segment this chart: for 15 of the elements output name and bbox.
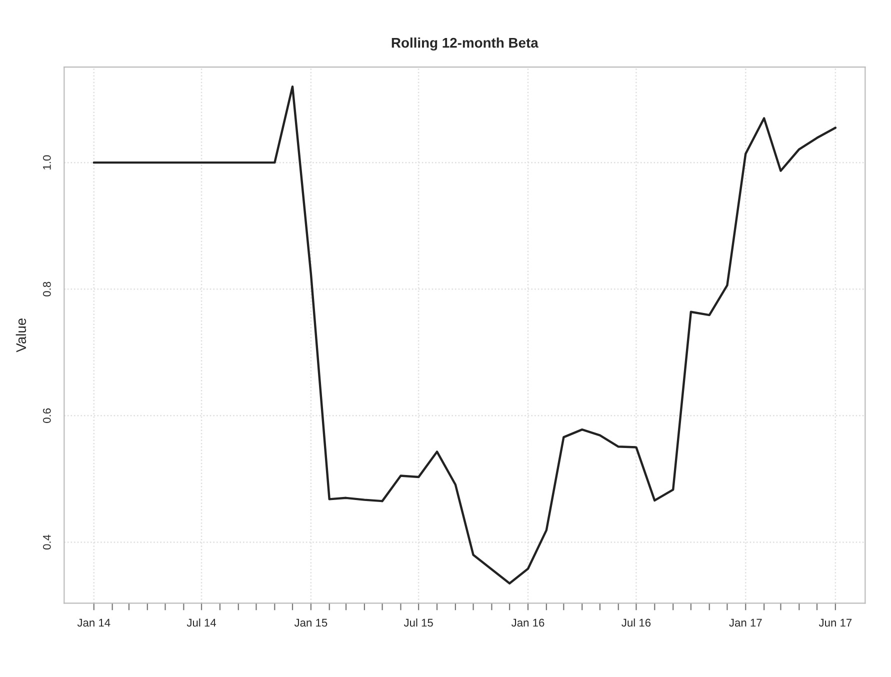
y-tick-label: 1.0 [42, 155, 51, 170]
line-series [92, 86, 837, 584]
x-tick-label: Jan 15 [294, 618, 328, 627]
y-tick-label: 0.4 [42, 534, 51, 550]
x-tick-label: Jan 16 [511, 618, 544, 627]
y-axis-title: Value [16, 318, 26, 352]
x-tick-label: Jul 15 [404, 618, 433, 627]
x-tick-label: Jun 17 [818, 618, 852, 627]
chart-title: Rolling 12-month Beta [392, 38, 538, 51]
x-tick-label: Jan 17 [729, 618, 762, 627]
x-tick-label: Jul 14 [186, 618, 216, 627]
x-tick-label: Jan 14 [77, 618, 110, 627]
y-tick-label: 0.6 [42, 408, 51, 423]
x-tick-label: Jul 16 [622, 618, 651, 627]
y-tick-label: 0.8 [42, 282, 51, 296]
